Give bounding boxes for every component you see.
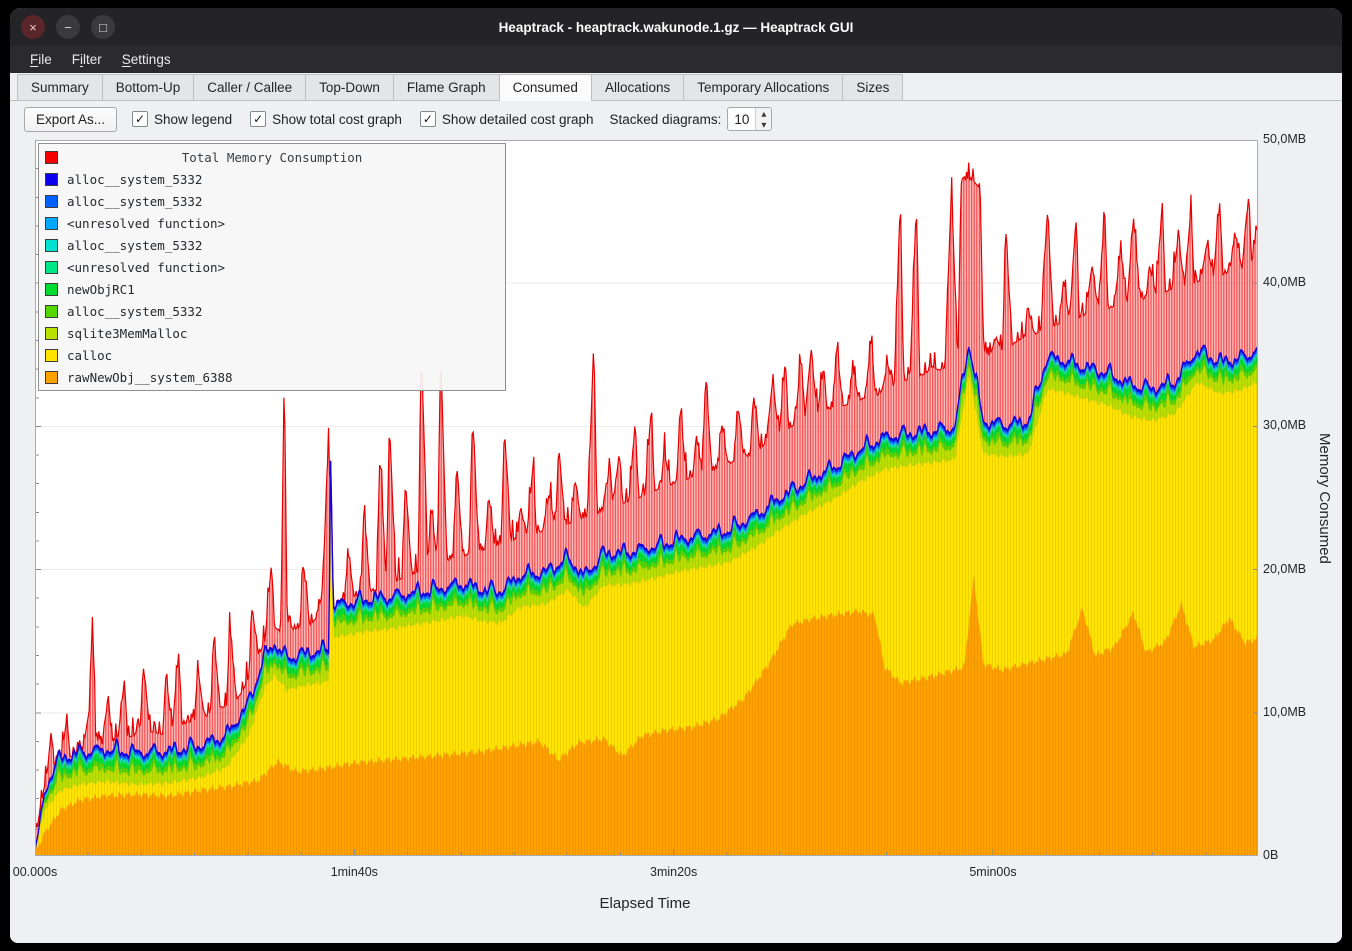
legend-item: alloc__system_5332 bbox=[39, 190, 505, 212]
legend-swatch-total bbox=[45, 151, 58, 164]
x-axis-title: Elapsed Time bbox=[600, 895, 691, 912]
legend-swatch bbox=[45, 173, 58, 186]
legend-item: sqlite3MemMalloc bbox=[39, 322, 505, 344]
tab-consumed[interactable]: Consumed bbox=[499, 74, 592, 101]
title-bar[interactable]: × − □ Heaptrack - heaptrack.wakunode.1.g… bbox=[10, 8, 1342, 46]
tab-flame-graph[interactable]: Flame Graph bbox=[393, 74, 500, 100]
legend-swatch bbox=[45, 195, 58, 208]
stacked-diagrams-label: Stacked diagrams: bbox=[610, 112, 722, 127]
legend-label: sqlite3MemMalloc bbox=[67, 326, 187, 341]
legend-label: <unresolved function> bbox=[67, 216, 225, 231]
maximize-button[interactable]: □ bbox=[91, 15, 115, 39]
legend-item: alloc__system_5332 bbox=[39, 300, 505, 322]
y-axis-tick-label: 0B bbox=[1263, 848, 1278, 862]
legend-title: Total Memory Consumption bbox=[67, 150, 477, 165]
legend-label: alloc__system_5332 bbox=[67, 194, 202, 209]
y-axis-tick-label: 20,0MB bbox=[1263, 562, 1306, 576]
menu-bar: FileFilterSettings bbox=[10, 46, 1342, 73]
minimize-button[interactable]: − bbox=[56, 15, 80, 39]
y-axis-tick-label: 40,0MB bbox=[1263, 275, 1306, 289]
legend-swatch bbox=[45, 305, 58, 318]
legend-label: alloc__system_5332 bbox=[67, 238, 202, 253]
spinbox-down-icon[interactable] bbox=[756, 119, 771, 130]
x-axis-tick-label: 5min00s bbox=[969, 865, 1016, 879]
checkbox-show-total-cost-graph[interactable]: Show total cost graph bbox=[250, 111, 402, 127]
legend-label: rawNewObj__system_6388 bbox=[67, 370, 233, 385]
window-title: Heaptrack - heaptrack.wakunode.1.gz — He… bbox=[10, 20, 1342, 35]
stacked-diagrams-spinbox[interactable]: 10 bbox=[727, 107, 772, 131]
legend-label: alloc__system_5332 bbox=[67, 304, 202, 319]
legend-title-row: Total Memory Consumption bbox=[39, 146, 505, 168]
legend-item: rawNewObj__system_6388 bbox=[39, 366, 505, 388]
toolbar-checkboxes: Show legend Show total cost graph Show det… bbox=[132, 111, 594, 127]
legend-item: <unresolved function> bbox=[39, 256, 505, 278]
menu-item-file[interactable]: File bbox=[20, 48, 62, 71]
checkmark-icon bbox=[420, 111, 436, 127]
close-button[interactable]: × bbox=[21, 15, 45, 39]
checkbox-label: Show total cost graph bbox=[272, 112, 402, 127]
legend-item: newObjRC1 bbox=[39, 278, 505, 300]
tab-allocations[interactable]: Allocations bbox=[591, 74, 684, 100]
tab-temporary-allocations[interactable]: Temporary Allocations bbox=[683, 74, 843, 100]
tab-caller-callee[interactable]: Caller / Callee bbox=[193, 74, 306, 100]
y-axis-title: Memory Consumed bbox=[1316, 433, 1333, 564]
y-axis-tick-label: 50,0MB bbox=[1263, 132, 1306, 146]
checkmark-icon bbox=[250, 111, 266, 127]
application-window: × − □ Heaptrack - heaptrack.wakunode.1.g… bbox=[10, 8, 1342, 943]
tab-top-down[interactable]: Top-Down bbox=[305, 74, 394, 100]
minimize-icon: − bbox=[64, 21, 72, 34]
legend-swatch bbox=[45, 261, 58, 274]
menu-item-filter[interactable]: Filter bbox=[62, 48, 112, 71]
tab-bar: SummaryBottom-UpCaller / CalleeTop-DownF… bbox=[10, 73, 1342, 101]
legend-item: alloc__system_5332 bbox=[39, 168, 505, 190]
checkbox-label: Show legend bbox=[154, 112, 232, 127]
y-axis-tick-label: 30,0MB bbox=[1263, 418, 1306, 432]
legend-label: <unresolved function> bbox=[67, 260, 225, 275]
x-axis-tick-label: 3min20s bbox=[650, 865, 697, 879]
legend-item: <unresolved function> bbox=[39, 212, 505, 234]
legend-label: newObjRC1 bbox=[67, 282, 135, 297]
legend-item: calloc bbox=[39, 344, 505, 366]
spinbox-value: 10 bbox=[728, 108, 755, 130]
legend-swatch bbox=[45, 283, 58, 296]
y-axis-tick-label: 10,0MB bbox=[1263, 705, 1306, 719]
tab-sizes[interactable]: Sizes bbox=[842, 74, 903, 100]
legend-swatch bbox=[45, 239, 58, 252]
window-controls: × − □ bbox=[10, 15, 115, 39]
legend-item: alloc__system_5332 bbox=[39, 234, 505, 256]
tab-summary[interactable]: Summary bbox=[17, 74, 103, 100]
close-icon: × bbox=[29, 21, 37, 34]
menu-item-settings[interactable]: Settings bbox=[112, 48, 181, 71]
x-axis-tick-label: 00.000s bbox=[13, 865, 57, 879]
export-as-button[interactable]: Export As... bbox=[24, 107, 117, 132]
legend-swatch bbox=[45, 217, 58, 230]
checkmark-icon bbox=[132, 111, 148, 127]
toolbar: Export As... Show legend Show total cost … bbox=[10, 101, 1342, 137]
checkbox-label: Show detailed cost graph bbox=[442, 112, 594, 127]
legend-swatch bbox=[45, 349, 58, 362]
maximize-icon: □ bbox=[99, 21, 107, 34]
chart-area: Total Memory Consumption alloc__system_53… bbox=[10, 137, 1342, 943]
legend-label: alloc__system_5332 bbox=[67, 172, 202, 187]
legend-swatch bbox=[45, 371, 58, 384]
legend-label: calloc bbox=[67, 348, 112, 363]
legend-swatch bbox=[45, 327, 58, 340]
spinbox-arrows bbox=[755, 108, 771, 130]
spinbox-up-icon[interactable] bbox=[756, 108, 771, 119]
checkbox-show-detailed-cost-graph[interactable]: Show detailed cost graph bbox=[420, 111, 594, 127]
x-axis-tick-label: 1min40s bbox=[331, 865, 378, 879]
checkbox-show-legend[interactable]: Show legend bbox=[132, 111, 232, 127]
tab-bottom-up[interactable]: Bottom-Up bbox=[102, 74, 195, 100]
chart-legend: Total Memory Consumption alloc__system_53… bbox=[38, 143, 506, 391]
